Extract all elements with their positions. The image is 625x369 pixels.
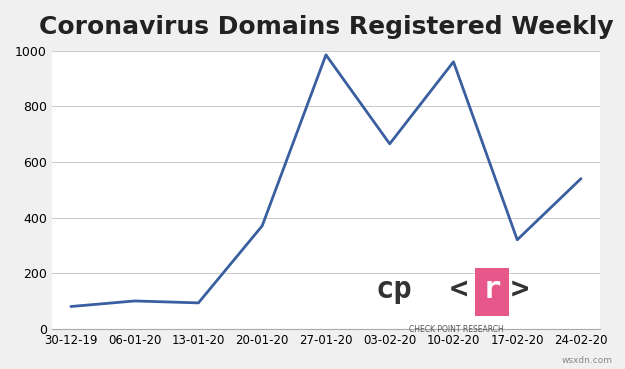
Title: Coronavirus Domains Registered Weekly: Coronavirus Domains Registered Weekly: [39, 15, 613, 39]
Text: CHECK POINT RESEARCH: CHECK POINT RESEARCH: [409, 325, 504, 334]
Text: <: <: [450, 275, 468, 304]
FancyBboxPatch shape: [475, 268, 509, 316]
Text: wsxdn.com: wsxdn.com: [561, 356, 612, 365]
Text: cp: cp: [375, 275, 412, 304]
Text: r: r: [483, 275, 501, 304]
Text: >: >: [511, 275, 529, 304]
